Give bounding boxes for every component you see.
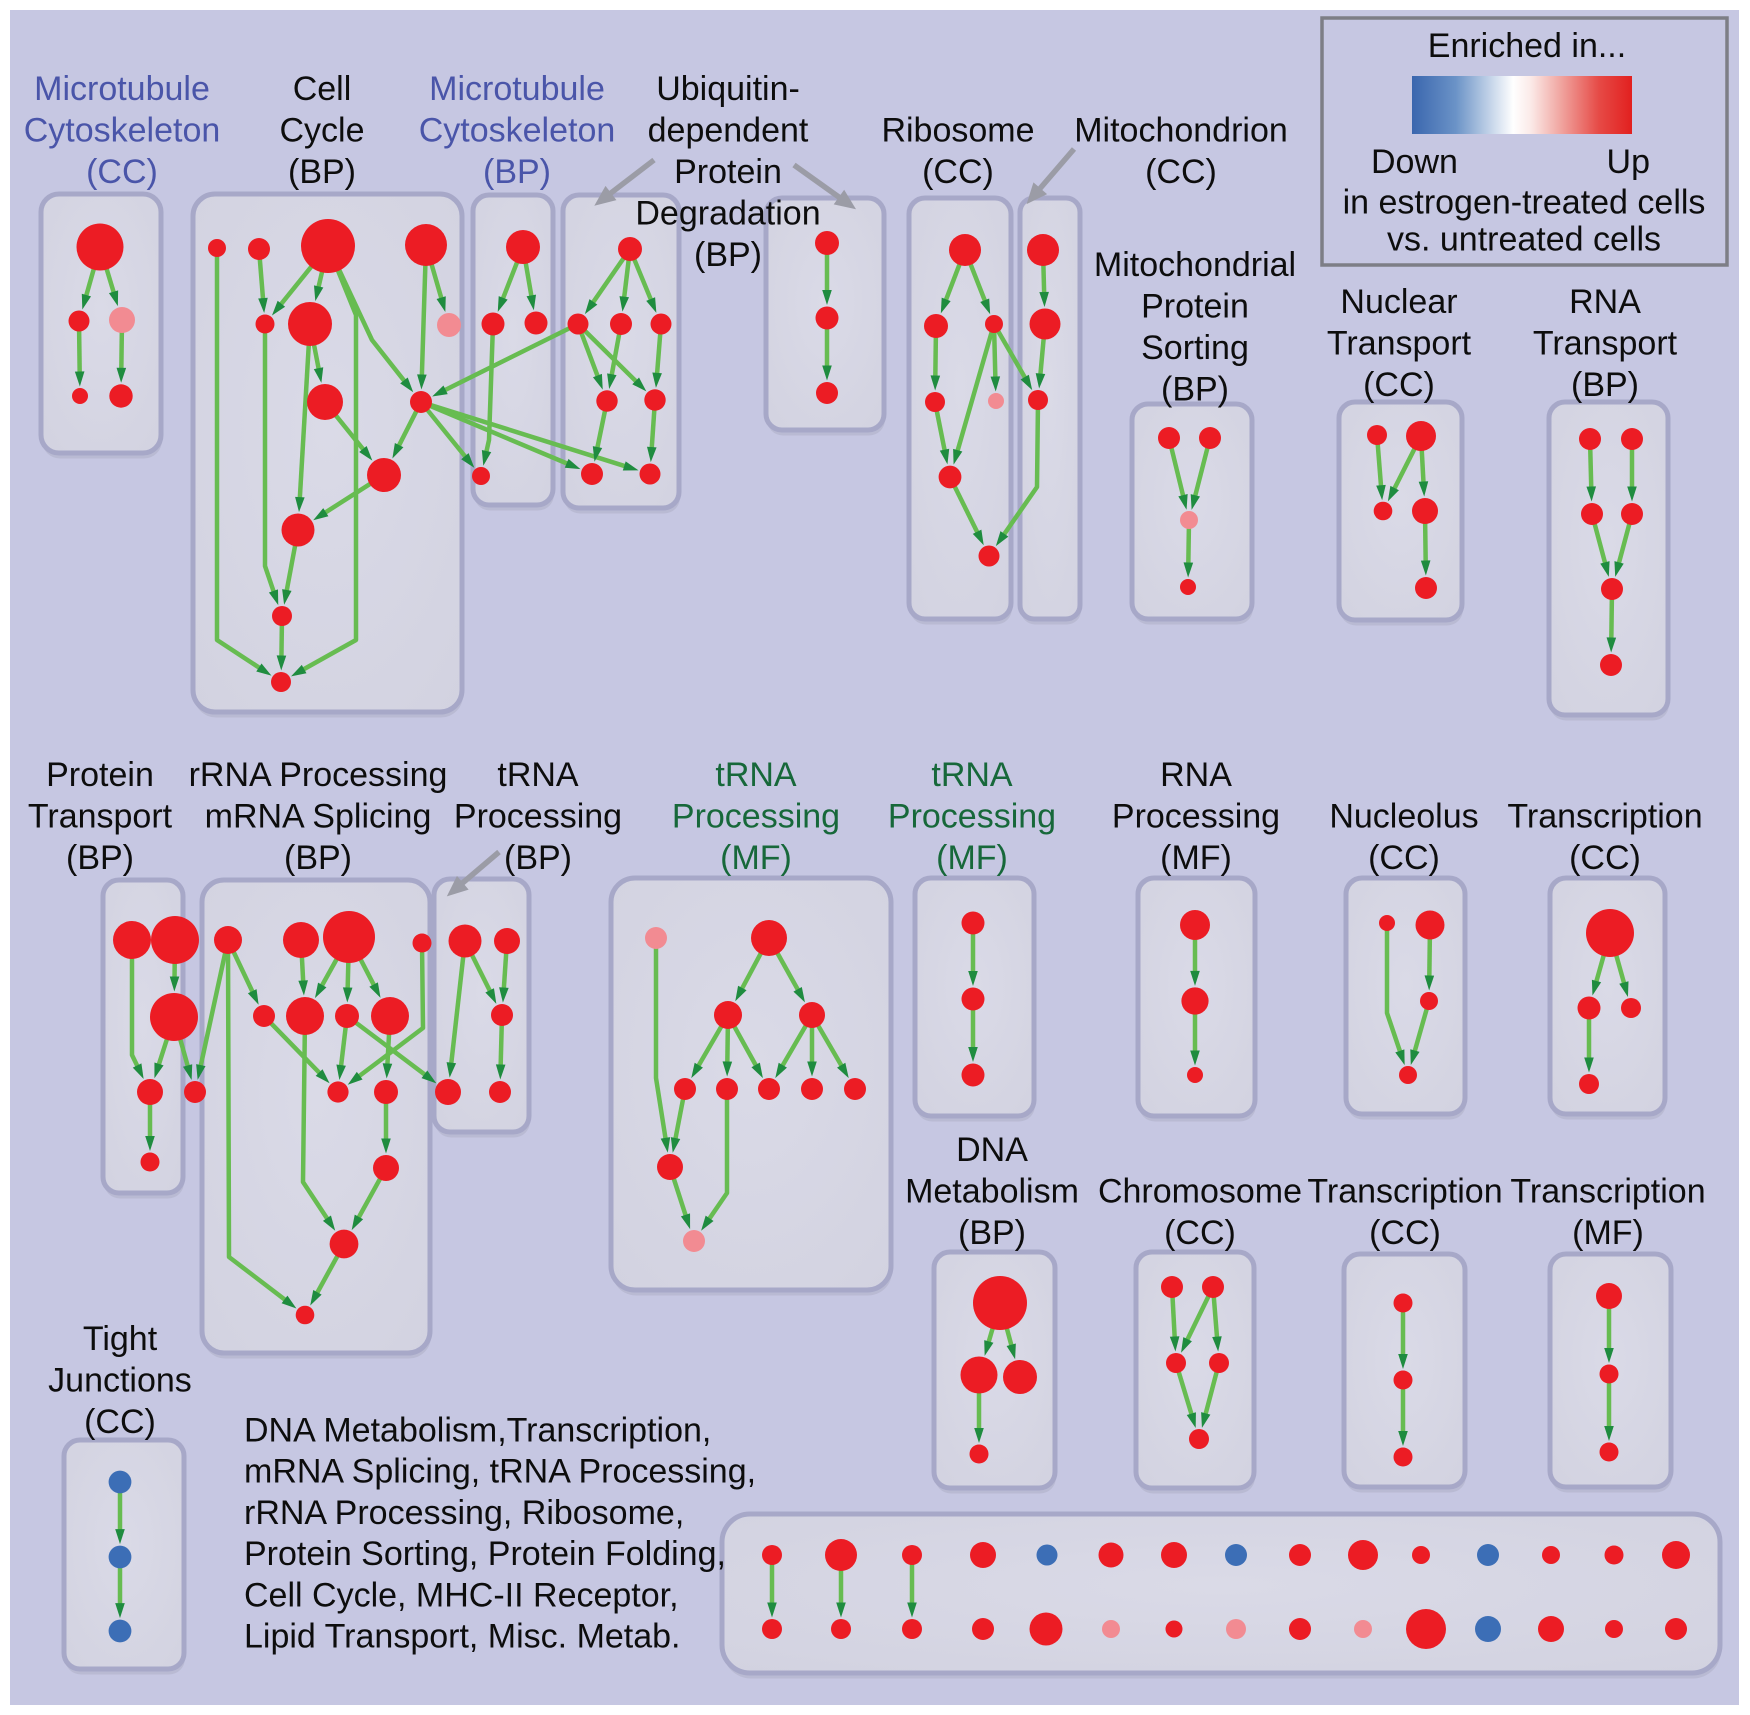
svg-text:Down: Down (1371, 143, 1458, 181)
svg-text:Processing: Processing (888, 798, 1056, 836)
svg-text:Ubiquitin-: Ubiquitin- (656, 70, 800, 108)
svg-text:(CC): (CC) (1164, 1214, 1236, 1252)
svg-text:Transport: Transport (1327, 325, 1472, 363)
svg-text:Enriched in...: Enriched in... (1428, 27, 1626, 65)
svg-text:Cycle: Cycle (279, 112, 364, 150)
svg-text:Transport: Transport (28, 798, 173, 836)
svg-text:(MF): (MF) (936, 839, 1008, 877)
svg-text:Transcription: Transcription (1307, 1173, 1502, 1211)
svg-text:(BP): (BP) (694, 236, 762, 274)
svg-text:(BP): (BP) (1161, 371, 1229, 409)
svg-text:RNA: RNA (1160, 756, 1232, 794)
svg-text:tRNA: tRNA (931, 756, 1013, 794)
svg-text:(BP): (BP) (1571, 366, 1639, 404)
svg-text:(CC): (CC) (1368, 839, 1440, 877)
svg-text:(CC): (CC) (86, 153, 158, 191)
svg-text:dependent: dependent (648, 112, 809, 150)
svg-text:Up: Up (1607, 143, 1650, 181)
svg-text:RNA: RNA (1569, 283, 1641, 321)
svg-text:(CC): (CC) (84, 1403, 156, 1441)
svg-text:(BP): (BP) (504, 839, 572, 877)
svg-text:(BP): (BP) (483, 153, 551, 191)
svg-text:Protein: Protein (46, 756, 154, 794)
svg-text:tRNA: tRNA (497, 756, 579, 794)
svg-text:Sorting: Sorting (1141, 329, 1249, 367)
svg-text:Junctions: Junctions (48, 1362, 192, 1400)
svg-text:(MF): (MF) (720, 839, 792, 877)
svg-text:Chromosome: Chromosome (1098, 1173, 1302, 1211)
svg-text:(MF): (MF) (1160, 839, 1232, 877)
svg-text:Degradation: Degradation (635, 195, 820, 233)
svg-text:mRNA Splicing, tRNA Processing: mRNA Splicing, tRNA Processing, (244, 1453, 756, 1491)
svg-text:Microtubule: Microtubule (429, 70, 605, 108)
svg-text:Cell: Cell (293, 70, 352, 108)
svg-text:mRNA Splicing: mRNA Splicing (205, 798, 432, 836)
svg-text:Cell Cycle, MHC-II Receptor,: Cell Cycle, MHC-II Receptor, (244, 1576, 679, 1614)
svg-text:(BP): (BP) (284, 839, 352, 877)
svg-text:Mitochondrial: Mitochondrial (1094, 246, 1296, 284)
svg-text:(CC): (CC) (1369, 1214, 1441, 1252)
svg-text:(CC): (CC) (1145, 153, 1217, 191)
svg-text:rRNA Processing: rRNA Processing (189, 756, 448, 794)
svg-text:Cytoskeleton: Cytoskeleton (24, 112, 221, 150)
svg-text:tRNA: tRNA (715, 756, 797, 794)
svg-text:Transport: Transport (1533, 325, 1678, 363)
svg-text:Protein Sorting, Protein Foldi: Protein Sorting, Protein Folding, (244, 1535, 726, 1573)
svg-text:Lipid Transport, Misc. Metab.: Lipid Transport, Misc. Metab. (244, 1618, 681, 1656)
svg-text:Protein: Protein (674, 153, 782, 191)
svg-text:Processing: Processing (1112, 798, 1280, 836)
svg-text:(CC): (CC) (922, 153, 994, 191)
svg-text:(BP): (BP) (66, 839, 134, 877)
svg-text:Microtubule: Microtubule (34, 70, 210, 108)
svg-text:in estrogen-treated cells: in estrogen-treated cells (1343, 184, 1706, 222)
svg-text:(BP): (BP) (288, 153, 356, 191)
svg-text:Protein: Protein (1141, 288, 1249, 326)
svg-text:Cytoskeleton: Cytoskeleton (419, 112, 616, 150)
svg-text:DNA Metabolism,Transcription,: DNA Metabolism,Transcription, (244, 1412, 711, 1450)
svg-text:Transcription: Transcription (1510, 1173, 1705, 1211)
svg-text:vs. untreated cells: vs. untreated cells (1387, 221, 1661, 259)
svg-text:rRNA Processing, Ribosome,: rRNA Processing, Ribosome, (244, 1494, 684, 1532)
svg-text:DNA: DNA (956, 1131, 1028, 1169)
svg-text:Nucleolus: Nucleolus (1329, 798, 1478, 836)
svg-text:Nuclear: Nuclear (1340, 283, 1457, 321)
svg-text:(CC): (CC) (1569, 839, 1641, 877)
svg-text:Processing: Processing (672, 798, 840, 836)
svg-text:Tight: Tight (83, 1320, 158, 1358)
svg-text:Transcription: Transcription (1507, 798, 1702, 836)
svg-text:(BP): (BP) (958, 1214, 1026, 1252)
svg-text:Metabolism: Metabolism (905, 1173, 1079, 1211)
svg-text:Ribosome: Ribosome (881, 112, 1034, 150)
svg-text:(MF): (MF) (1572, 1214, 1644, 1252)
svg-text:(CC): (CC) (1363, 366, 1435, 404)
svg-text:Processing: Processing (454, 798, 622, 836)
svg-text:Mitochondrion: Mitochondrion (1074, 112, 1288, 150)
